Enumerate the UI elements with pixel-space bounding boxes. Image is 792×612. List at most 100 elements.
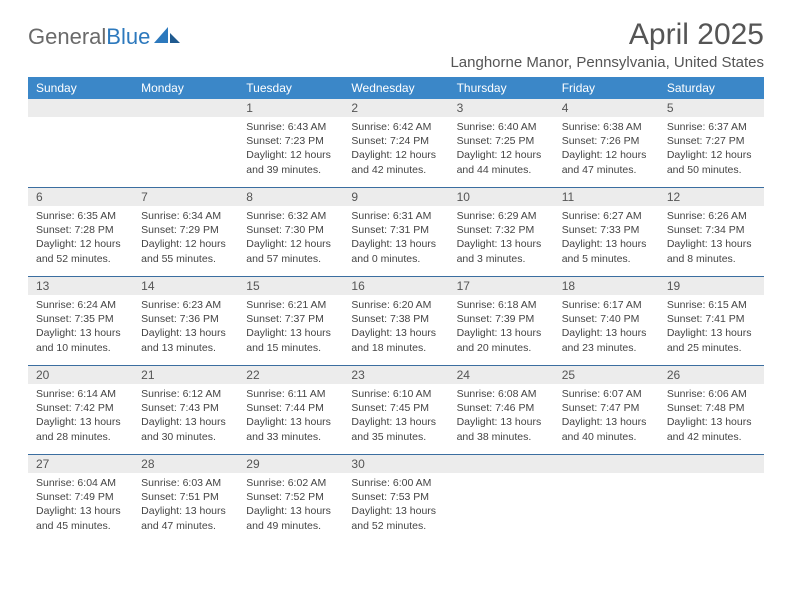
day-info-line: Daylight: 13 hours and 0 minutes. [351, 237, 440, 265]
day-content: Sunrise: 6:34 AMSunset: 7:29 PMDaylight:… [133, 206, 238, 272]
day-cell: 19Sunrise: 6:15 AMSunset: 7:41 PMDayligh… [659, 277, 764, 365]
day-content: Sunrise: 6:14 AMSunset: 7:42 PMDaylight:… [28, 384, 133, 450]
day-info-line: Sunset: 7:31 PM [351, 223, 440, 237]
day-number: 1 [238, 99, 343, 117]
day-info-line: Sunset: 7:38 PM [351, 312, 440, 326]
brand-part1: General [28, 24, 106, 49]
day-cell: 26Sunrise: 6:06 AMSunset: 7:48 PMDayligh… [659, 366, 764, 454]
day-number: 25 [554, 366, 659, 384]
brand-logo: GeneralBlue [28, 18, 180, 50]
day-content: Sunrise: 6:32 AMSunset: 7:30 PMDaylight:… [238, 206, 343, 272]
calendar-page: GeneralBlue April 2025 Langhorne Manor, … [0, 0, 792, 543]
day-info-line: Daylight: 12 hours and 52 minutes. [36, 237, 125, 265]
day-content: Sunrise: 6:10 AMSunset: 7:45 PMDaylight:… [343, 384, 448, 450]
week-row: 20Sunrise: 6:14 AMSunset: 7:42 PMDayligh… [28, 365, 764, 454]
day-cell [659, 455, 764, 543]
day-content: Sunrise: 6:17 AMSunset: 7:40 PMDaylight:… [554, 295, 659, 361]
day-info-line: Daylight: 13 hours and 33 minutes. [246, 415, 335, 443]
day-cell: 9Sunrise: 6:31 AMSunset: 7:31 PMDaylight… [343, 188, 448, 276]
day-info-line: Sunset: 7:41 PM [667, 312, 756, 326]
day-info-line: Sunset: 7:39 PM [457, 312, 546, 326]
weekday-header: Sunday [28, 77, 133, 99]
day-info-line: Sunset: 7:24 PM [351, 134, 440, 148]
day-info-line: Sunrise: 6:07 AM [562, 387, 651, 401]
day-info-line: Daylight: 12 hours and 50 minutes. [667, 148, 756, 176]
day-number: 27 [28, 455, 133, 473]
day-cell [133, 99, 238, 187]
header: GeneralBlue April 2025 Langhorne Manor, … [28, 18, 764, 71]
day-info-line: Sunrise: 6:20 AM [351, 298, 440, 312]
day-info-line: Sunset: 7:36 PM [141, 312, 230, 326]
day-info-line: Daylight: 13 hours and 25 minutes. [667, 326, 756, 354]
day-number: 5 [659, 99, 764, 117]
day-cell: 16Sunrise: 6:20 AMSunset: 7:38 PMDayligh… [343, 277, 448, 365]
day-number: 28 [133, 455, 238, 473]
day-info-line: Sunset: 7:43 PM [141, 401, 230, 415]
day-content: Sunrise: 6:38 AMSunset: 7:26 PMDaylight:… [554, 117, 659, 183]
day-info-line: Daylight: 12 hours and 57 minutes. [246, 237, 335, 265]
day-cell [449, 455, 554, 543]
day-info-line: Sunset: 7:34 PM [667, 223, 756, 237]
day-info-line: Sunset: 7:44 PM [246, 401, 335, 415]
day-info-line: Sunset: 7:33 PM [562, 223, 651, 237]
day-info-line: Sunrise: 6:17 AM [562, 298, 651, 312]
day-info-line: Daylight: 13 hours and 45 minutes. [36, 504, 125, 532]
day-number: 15 [238, 277, 343, 295]
day-info-line: Sunrise: 6:18 AM [457, 298, 546, 312]
day-info-line: Daylight: 13 hours and 23 minutes. [562, 326, 651, 354]
day-cell: 7Sunrise: 6:34 AMSunset: 7:29 PMDaylight… [133, 188, 238, 276]
day-content: Sunrise: 6:29 AMSunset: 7:32 PMDaylight:… [449, 206, 554, 272]
day-number: 19 [659, 277, 764, 295]
day-cell: 28Sunrise: 6:03 AMSunset: 7:51 PMDayligh… [133, 455, 238, 543]
day-content: Sunrise: 6:40 AMSunset: 7:25 PMDaylight:… [449, 117, 554, 183]
day-content: Sunrise: 6:15 AMSunset: 7:41 PMDaylight:… [659, 295, 764, 361]
day-info-line: Daylight: 13 hours and 47 minutes. [141, 504, 230, 532]
day-content: Sunrise: 6:26 AMSunset: 7:34 PMDaylight:… [659, 206, 764, 272]
day-info-line: Sunrise: 6:32 AM [246, 209, 335, 223]
weekday-header: Thursday [449, 77, 554, 99]
day-info-line: Sunset: 7:40 PM [562, 312, 651, 326]
day-content: Sunrise: 6:37 AMSunset: 7:27 PMDaylight:… [659, 117, 764, 183]
day-cell: 5Sunrise: 6:37 AMSunset: 7:27 PMDaylight… [659, 99, 764, 187]
day-content: Sunrise: 6:00 AMSunset: 7:53 PMDaylight:… [343, 473, 448, 539]
day-info-line: Sunset: 7:25 PM [457, 134, 546, 148]
day-info-line: Daylight: 12 hours and 42 minutes. [351, 148, 440, 176]
day-info-line: Sunset: 7:51 PM [141, 490, 230, 504]
day-number [28, 99, 133, 117]
weekday-header: Tuesday [238, 77, 343, 99]
day-cell: 18Sunrise: 6:17 AMSunset: 7:40 PMDayligh… [554, 277, 659, 365]
day-info-line: Sunset: 7:35 PM [36, 312, 125, 326]
day-info-line: Daylight: 13 hours and 15 minutes. [246, 326, 335, 354]
day-info-line: Daylight: 13 hours and 13 minutes. [141, 326, 230, 354]
day-number: 6 [28, 188, 133, 206]
day-number: 12 [659, 188, 764, 206]
day-info-line: Sunrise: 6:38 AM [562, 120, 651, 134]
day-info-line: Sunrise: 6:10 AM [351, 387, 440, 401]
day-cell: 12Sunrise: 6:26 AMSunset: 7:34 PMDayligh… [659, 188, 764, 276]
day-info-line: Sunset: 7:27 PM [667, 134, 756, 148]
day-info-line: Sunset: 7:47 PM [562, 401, 651, 415]
day-number: 3 [449, 99, 554, 117]
week-row: 13Sunrise: 6:24 AMSunset: 7:35 PMDayligh… [28, 276, 764, 365]
day-number: 17 [449, 277, 554, 295]
day-number: 9 [343, 188, 448, 206]
day-info-line: Sunset: 7:48 PM [667, 401, 756, 415]
day-info-line: Sunset: 7:42 PM [36, 401, 125, 415]
day-info-line: Sunrise: 6:29 AM [457, 209, 546, 223]
day-info-line: Sunrise: 6:37 AM [667, 120, 756, 134]
weekday-header: Friday [554, 77, 659, 99]
day-info-line: Sunrise: 6:11 AM [246, 387, 335, 401]
day-content: Sunrise: 6:08 AMSunset: 7:46 PMDaylight:… [449, 384, 554, 450]
day-content: Sunrise: 6:07 AMSunset: 7:47 PMDaylight:… [554, 384, 659, 450]
day-content: Sunrise: 6:27 AMSunset: 7:33 PMDaylight:… [554, 206, 659, 272]
day-number: 22 [238, 366, 343, 384]
day-content: Sunrise: 6:06 AMSunset: 7:48 PMDaylight:… [659, 384, 764, 450]
day-number: 13 [28, 277, 133, 295]
day-content: Sunrise: 6:12 AMSunset: 7:43 PMDaylight:… [133, 384, 238, 450]
day-info-line: Daylight: 13 hours and 28 minutes. [36, 415, 125, 443]
day-info-line: Sunrise: 6:08 AM [457, 387, 546, 401]
day-info-line: Sunrise: 6:23 AM [141, 298, 230, 312]
day-info-line: Sunrise: 6:43 AM [246, 120, 335, 134]
day-info-line: Daylight: 13 hours and 38 minutes. [457, 415, 546, 443]
day-info-line: Sunset: 7:32 PM [457, 223, 546, 237]
